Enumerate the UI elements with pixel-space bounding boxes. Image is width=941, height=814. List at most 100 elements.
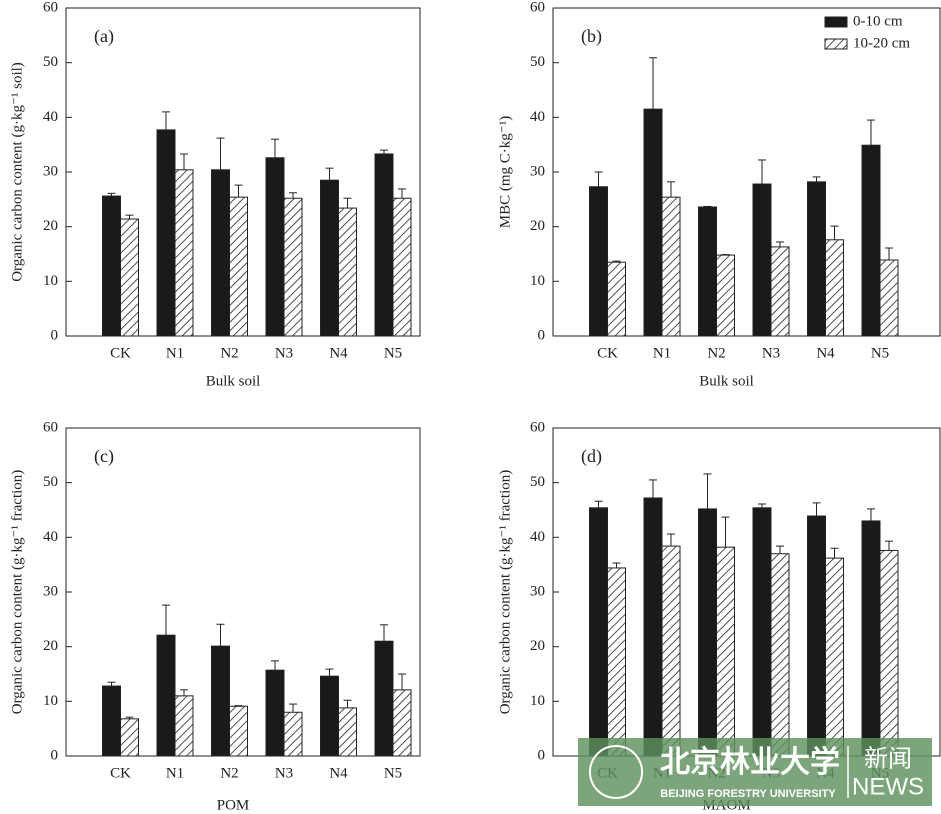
x-axis-label: POM: [217, 797, 250, 813]
bar: [320, 675, 339, 757]
y-tick-label: 40: [530, 109, 545, 125]
legend-swatch: [824, 16, 848, 28]
bar: [716, 254, 735, 337]
x-tick-label: N3: [275, 345, 293, 361]
watermark-section: 新闻: [864, 745, 912, 772]
bar: [338, 707, 357, 757]
bar: [861, 520, 881, 757]
y-axis-label: Organic carbon content (g·kg⁻¹ fraction): [9, 470, 25, 715]
watermark-name-en: BEIJING FORESTRY UNIVERSITY: [660, 788, 836, 800]
y-tick-label: 50: [43, 474, 58, 490]
bar: [174, 695, 194, 757]
bar: [661, 545, 681, 757]
y-tick-label: 50: [530, 474, 545, 490]
panel-label: (a): [94, 26, 114, 47]
bar: [698, 206, 717, 337]
bar: [283, 197, 303, 337]
bar: [589, 507, 608, 757]
bar: [752, 183, 772, 337]
x-tick-label: N1: [653, 345, 671, 361]
bar: [283, 711, 303, 757]
bar: [861, 144, 881, 337]
watermark-name: 北京林业大学: [660, 745, 840, 779]
legend-label: 10-20 cm: [853, 35, 910, 51]
bar: [211, 169, 230, 337]
bar: [392, 689, 412, 757]
y-tick-label: 10: [530, 273, 545, 289]
y-axis-label: Organic carbon content (g·kg⁻¹ fraction): [497, 470, 513, 715]
x-tick-label: N4: [816, 345, 835, 361]
y-tick-label: 0: [51, 747, 59, 763]
y-axis-label: MBC (mg C·kg⁻¹): [497, 116, 513, 228]
bar: [265, 157, 285, 337]
bar: [698, 508, 717, 757]
y-tick-label: 30: [43, 583, 58, 599]
y-tick-label: 30: [43, 163, 58, 179]
bar: [156, 129, 176, 337]
y-tick-label: 20: [43, 638, 58, 654]
y-tick-label: 50: [530, 54, 545, 70]
y-tick-label: 60: [43, 0, 58, 15]
y-tick-label: 40: [43, 109, 58, 125]
bar: [229, 196, 248, 337]
y-tick-label: 30: [530, 163, 545, 179]
bar: [607, 261, 626, 337]
watermark-background: [578, 738, 932, 806]
x-tick-label: N4: [329, 765, 348, 781]
bar: [374, 640, 394, 757]
x-tick-label: CK: [597, 345, 618, 361]
bar: [879, 549, 899, 757]
x-tick-label: CK: [110, 765, 131, 781]
y-tick-label: 30: [530, 583, 545, 599]
x-tick-label: N2: [707, 345, 725, 361]
y-tick-label: 60: [530, 419, 545, 435]
bar: [643, 497, 663, 757]
y-tick-label: 20: [43, 218, 58, 234]
watermark-logo: [589, 745, 643, 799]
bar: [643, 108, 663, 337]
legend-swatch: [824, 38, 848, 50]
bar: [229, 705, 248, 757]
y-tick-label: 0: [538, 747, 546, 763]
bar: [392, 197, 412, 337]
watermark-section-en: NEWS: [852, 773, 924, 800]
bar: [120, 718, 139, 757]
y-tick-label: 0: [538, 327, 546, 343]
y-tick-label: 20: [530, 638, 545, 654]
bar: [825, 239, 844, 337]
y-tick-label: 10: [530, 693, 545, 709]
bar: [770, 246, 790, 337]
x-tick-label: N3: [275, 765, 293, 781]
x-tick-label: N1: [166, 765, 184, 781]
watermark: 北京林业大学 BEIJING FORESTRY UNIVERSITY 新闻 NE…: [578, 738, 932, 806]
y-tick-label: 20: [530, 218, 545, 234]
bar: [374, 153, 394, 337]
bar: [338, 207, 357, 337]
bar: [607, 567, 626, 757]
bar: [102, 685, 121, 757]
x-tick-label: N5: [384, 345, 402, 361]
y-tick-label: 10: [43, 273, 58, 289]
panel-label: (d): [581, 446, 602, 467]
bar: [879, 259, 899, 337]
y-tick-label: 40: [530, 529, 545, 545]
x-tick-label: N4: [329, 345, 348, 361]
y-axis-label: Organic carbon content (g·kg⁻¹ soil): [9, 62, 25, 282]
x-tick-label: N3: [762, 345, 780, 361]
bar: [589, 186, 608, 337]
bar: [807, 515, 826, 757]
bar: [770, 553, 790, 757]
bar: [156, 634, 176, 757]
panel-label: (b): [581, 26, 602, 47]
bar: [174, 169, 194, 337]
x-tick-label: N1: [166, 345, 184, 361]
bar: [661, 196, 681, 337]
y-tick-label: 50: [43, 54, 58, 70]
x-axis-label: Bulk soil: [699, 373, 754, 389]
bar: [265, 669, 285, 757]
y-tick-label: 60: [43, 419, 58, 435]
legend-label: 0-10 cm: [853, 13, 903, 29]
bar: [807, 181, 826, 337]
y-tick-label: 60: [530, 0, 545, 15]
